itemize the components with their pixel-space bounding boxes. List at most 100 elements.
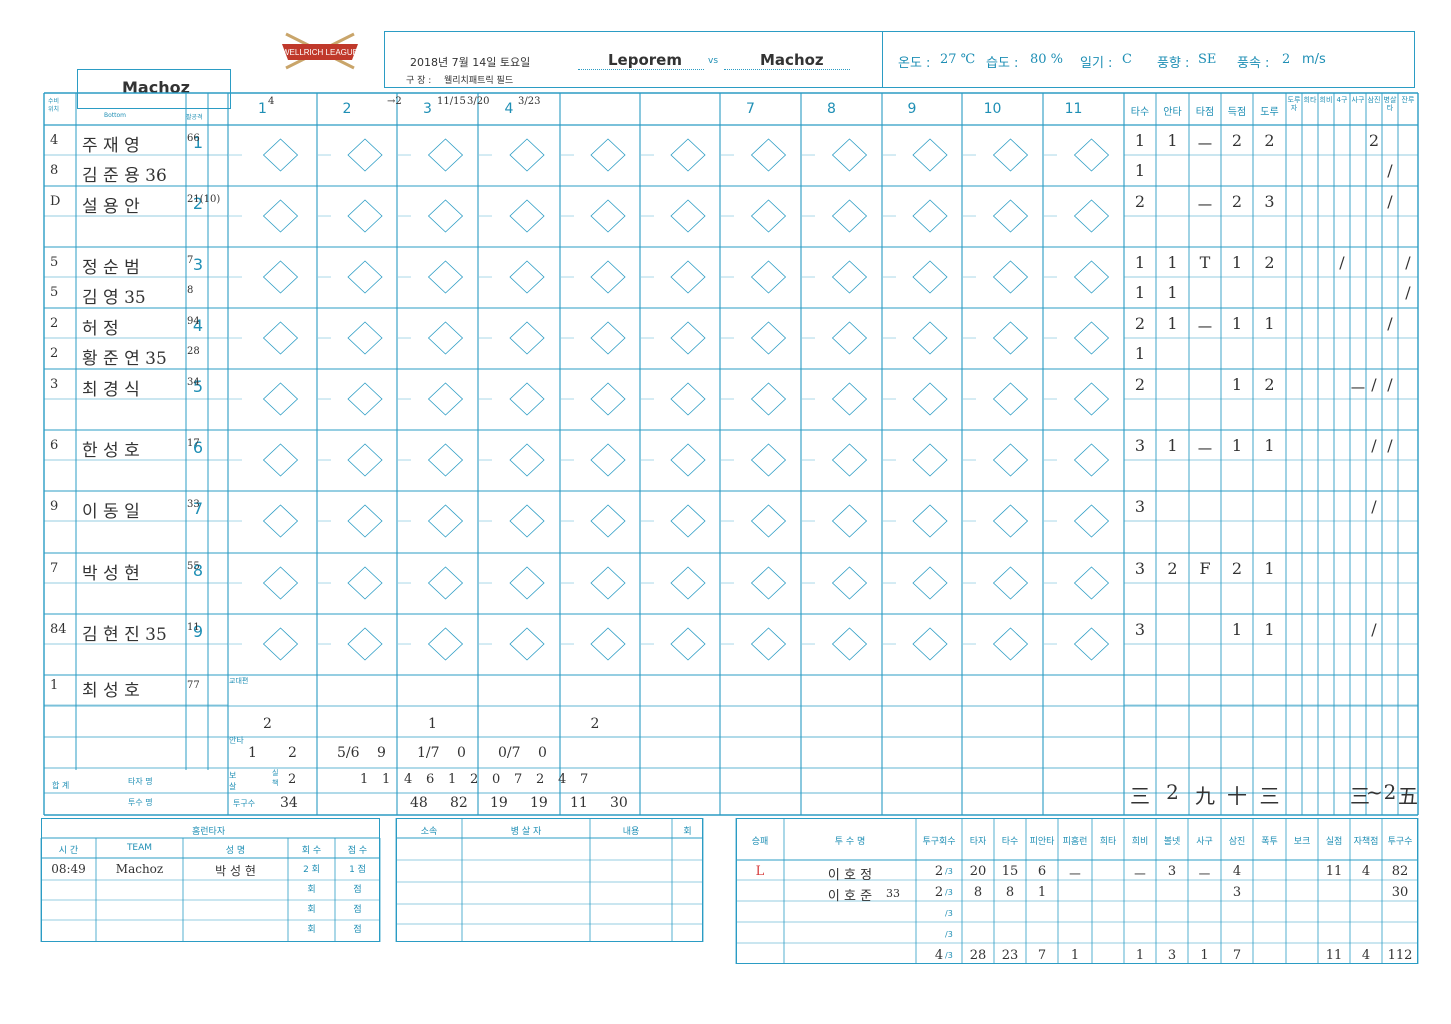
hr-points: 점 (353, 885, 362, 895)
base-diamond (262, 138, 299, 172)
stat-header: 득점 (1227, 107, 1247, 118)
pitcher-ab: 15 (1001, 864, 1019, 879)
base-diamond (831, 321, 868, 355)
field-position: 2 (50, 316, 59, 331)
base-diamond (750, 382, 787, 416)
stat-value: 3 (1134, 436, 1146, 455)
stat-header: 희타 (1303, 96, 1317, 104)
pitcher-col-header: 희타 (1099, 837, 1117, 847)
base-diamond (750, 627, 787, 661)
base-diamond (347, 382, 383, 416)
hr-team: Machoz (115, 862, 164, 876)
stat-value: 1 (1231, 314, 1243, 333)
temp-label: 온도 : (898, 56, 931, 71)
away-team: Leporem (608, 51, 682, 69)
pitcher-bb: 3 (1167, 948, 1177, 963)
base-diamond (509, 260, 545, 294)
base-diamond (670, 627, 706, 661)
inning-header-11: 11 (1064, 101, 1083, 117)
pitcher-col-header: 타자 (969, 837, 987, 847)
field-position: 3 (50, 377, 59, 392)
uniform-number: 21(10) (187, 194, 221, 205)
batters-total-label: 타자 명 (128, 777, 153, 786)
inning-pitch-note: 3/23 (518, 96, 541, 107)
stat-total: 三 (1130, 784, 1150, 808)
stat-value: 1 (1231, 620, 1243, 639)
inning-pitches: 82 (450, 795, 468, 811)
stat-value: / (1387, 375, 1393, 394)
stat-value: ㅡ (1197, 135, 1213, 154)
stat-value: / (1371, 436, 1377, 455)
pitcher-col-header: 보크 (1293, 837, 1311, 847)
stat-value: / (1387, 436, 1393, 455)
base-diamond (992, 504, 1029, 538)
stat-value: 1 (1167, 436, 1178, 455)
stat-value: 1 (1264, 436, 1275, 455)
stat-value: 1 (1231, 375, 1243, 394)
stat-value: 3 (1134, 497, 1146, 516)
stat-value: 1 (1264, 314, 1275, 333)
pitcher-r: 11 (1325, 864, 1343, 879)
field-position: 5 (50, 255, 59, 270)
home-run-title: 홈런타자 (192, 827, 226, 837)
base-diamond (347, 260, 383, 294)
pitcher-ab: 23 (1001, 948, 1019, 963)
stat-value: 2 (1134, 314, 1146, 333)
pitcher-np: 82 (1391, 864, 1409, 879)
weather-label: 일기 : (1080, 56, 1113, 71)
inning-errors: 6 (426, 772, 435, 787)
pitcher-h: 1 (1037, 885, 1047, 900)
pitcher-so: 7 (1232, 948, 1242, 963)
base-diamond (750, 260, 787, 294)
pitcher-table (736, 818, 1418, 964)
humidity-label: 습도 : (986, 56, 1019, 71)
hr-inning: 회 (307, 905, 316, 915)
base-diamond (912, 260, 948, 294)
hr-name: 박 성 현 (215, 864, 256, 878)
base-diamond (750, 199, 787, 233)
batting-order: 1 (192, 133, 204, 152)
stat-header: 도루자 (1287, 96, 1301, 112)
inning-errors: 2 (536, 772, 545, 787)
base-diamond (831, 260, 868, 294)
uniform-number: 11 (187, 622, 200, 633)
base-diamond (427, 382, 464, 416)
field-position: 7 (50, 561, 59, 576)
base-diamond (750, 321, 787, 355)
base-diamond (262, 382, 299, 416)
base-diamond (347, 138, 383, 172)
base-diamond (1073, 443, 1110, 477)
stat-value: 3 (1264, 192, 1275, 211)
inning-pitches: 11 (570, 795, 588, 811)
base-diamond (262, 260, 299, 294)
runs-circle: 2 (288, 772, 297, 787)
stat-total: 2 (1383, 780, 1397, 804)
base-diamond (509, 138, 545, 172)
base-diamond (992, 382, 1029, 416)
base-diamond (347, 199, 383, 233)
hr-points: 점 (353, 925, 362, 935)
uniform-number: 55 (187, 561, 200, 572)
base-diamond (670, 260, 706, 294)
uniform-number: 34 (187, 377, 200, 388)
base-diamond (670, 138, 706, 172)
pitcher-col-header: 자책점 (1353, 837, 1379, 847)
stat-value: 1 (1134, 344, 1146, 363)
inning-header-3: 3 (423, 101, 432, 117)
inning-errors: 1 (382, 772, 391, 787)
inning-pitch-note: 11/15 (437, 96, 466, 107)
stat-value: ㅡ (1197, 318, 1213, 337)
inning-hits: 9 (377, 745, 386, 761)
base-diamond (912, 504, 948, 538)
base-diamond (1073, 566, 1110, 600)
base-diamond (670, 382, 706, 416)
base-diamond (347, 504, 383, 538)
player-name: 정 순 범 (82, 258, 140, 278)
pitcher-inning-frac: /3 (945, 888, 953, 897)
base-diamond (427, 260, 464, 294)
uniform-number: 33 (187, 499, 200, 510)
inning-header-8: 8 (827, 101, 836, 117)
base-diamond (831, 138, 868, 172)
base-diamond (262, 199, 299, 233)
pitcher-inning-frac: /3 (945, 867, 953, 876)
